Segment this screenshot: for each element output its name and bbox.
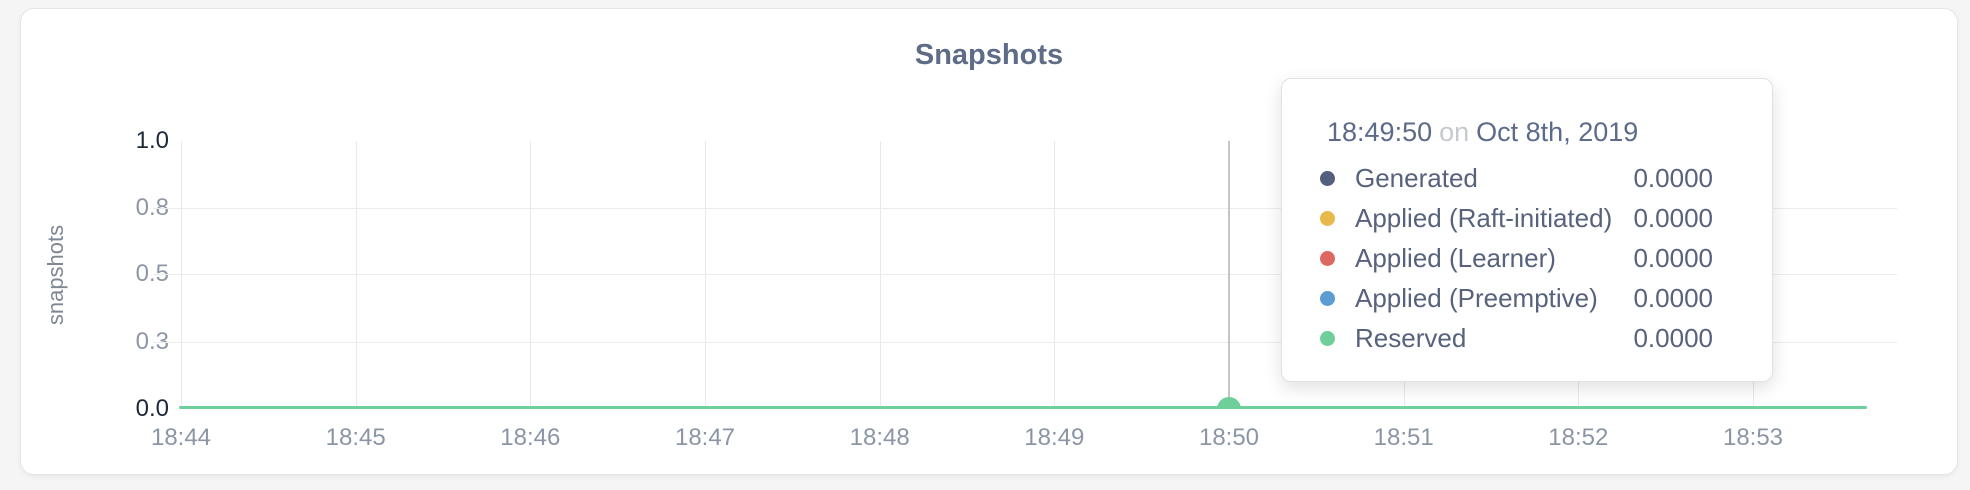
x-tick-label: 18:50: [1198, 424, 1260, 451]
x-tick-label: 18:51: [1373, 424, 1434, 451]
series-name: Applied (Raft-initiated): [1355, 202, 1613, 233]
v-gridline: [879, 141, 881, 409]
series-value: 0.0000: [1633, 282, 1713, 313]
series-name: Applied (Learner): [1355, 242, 1556, 273]
v-gridline: [705, 141, 706, 409]
h-gridline: [153, 342, 1897, 343]
x-tick-label: 18:48: [849, 424, 910, 451]
series-color-dot: [1320, 330, 1335, 346]
tooltip-series-row: Applied (Raft-initiated) 0.0000: [1320, 198, 1713, 238]
chart-title: Snapshots: [914, 39, 1064, 71]
y-tick-label: 1.0: [135, 127, 169, 154]
series-name: Reserved: [1355, 322, 1467, 353]
hover-guideline: [1228, 141, 1230, 409]
tooltip-time: 18:49:50: [1327, 117, 1433, 147]
series-color-dot: [1320, 290, 1335, 306]
x-tick-label: 18:45: [325, 424, 386, 451]
y-tick-label: 0.0: [135, 395, 169, 422]
tooltip-conjunction: on: [1439, 117, 1470, 147]
x-tick-label: 18:47: [674, 424, 736, 451]
x-tick-label: 18:44: [150, 424, 212, 451]
v-gridline: [530, 141, 532, 409]
series-value: 0.0000: [1633, 322, 1713, 353]
chart-card: Snapshots snapshots 1.0 0.8 0.5 0.3 0.0: [20, 8, 1958, 475]
y-tick-label: 0.8: [135, 194, 169, 221]
series-color-dot: [1320, 210, 1335, 226]
series-line-reserved: [179, 406, 1867, 409]
v-gridline: [1054, 141, 1056, 409]
h-gridline: [153, 208, 1897, 209]
tooltip-series-row: Reserved 0.0000: [1320, 318, 1713, 358]
tooltip-series-row: Applied (Learner) 0.0000: [1320, 238, 1713, 278]
y-tick-label: 0.3: [135, 328, 169, 355]
v-gridline: [181, 141, 182, 409]
x-tick-label: 18:52: [1548, 424, 1609, 451]
x-tick-label: 18:53: [1722, 424, 1784, 451]
y-tick-label: 0.5: [135, 260, 169, 287]
series-value: 0.0000: [1633, 202, 1713, 233]
series-name: Generated: [1355, 162, 1478, 193]
tooltip-timestamp: 18:49:50 on Oct 8th, 2019: [1327, 117, 1713, 148]
hover-tooltip: 18:49:50 on Oct 8th, 2019 Generated 0.0000…: [1281, 78, 1773, 382]
tooltip-series-row: Applied (Preemptive) 0.0000: [1320, 278, 1713, 318]
series-value: 0.0000: [1633, 242, 1713, 273]
x-tick-label: 18:49: [1024, 424, 1085, 451]
series-name: Applied (Preemptive): [1355, 282, 1598, 313]
series-color-dot: [1320, 250, 1335, 266]
series-value: 0.0000: [1633, 162, 1713, 193]
h-gridline: [153, 274, 1897, 275]
hover-point: [1217, 397, 1241, 409]
tooltip-date: Oct 8th, 2019: [1476, 117, 1639, 147]
tooltip-series-row: Generated 0.0000: [1320, 158, 1713, 198]
v-gridline: [355, 141, 357, 409]
x-tick-label: 18:46: [500, 424, 561, 451]
series-color-dot: [1320, 170, 1335, 186]
